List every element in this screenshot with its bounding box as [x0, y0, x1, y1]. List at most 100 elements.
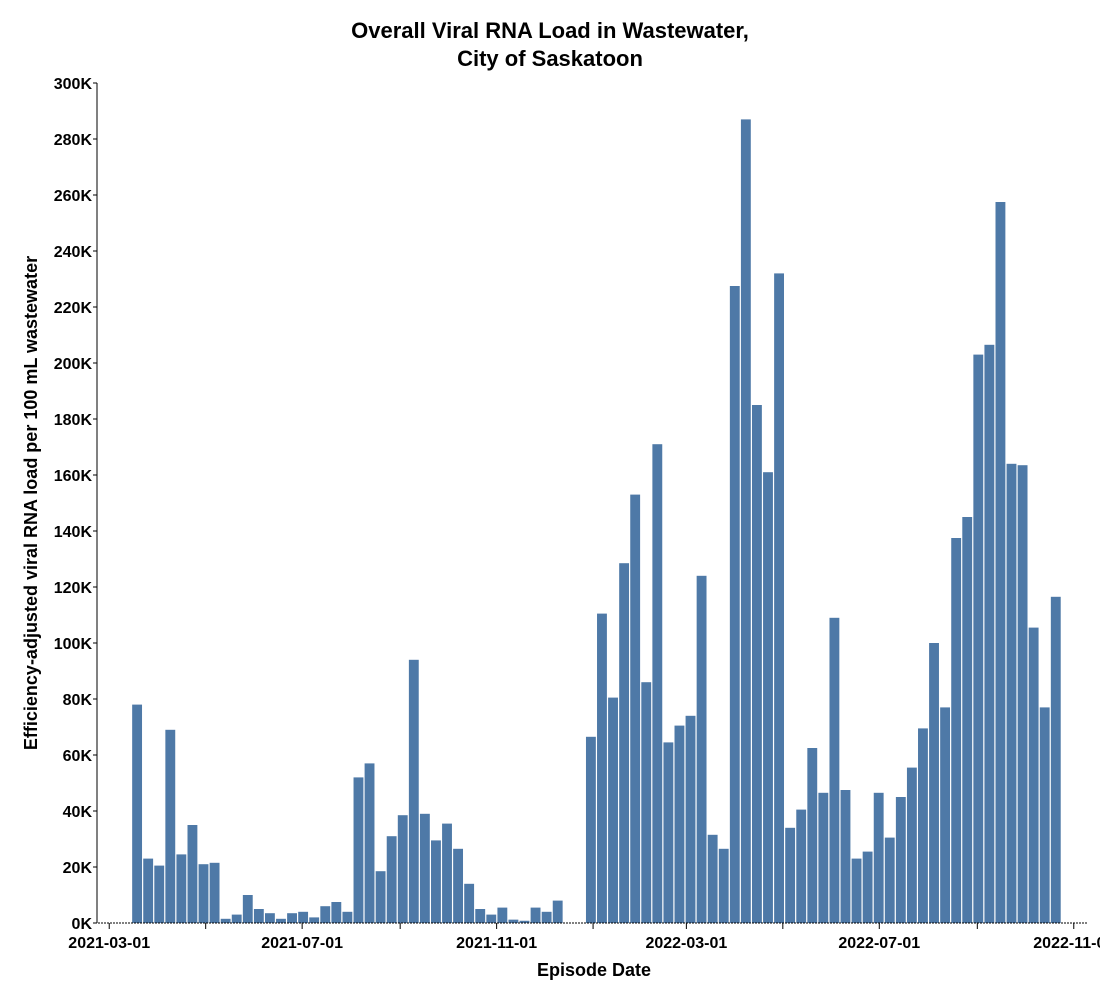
bar: [641, 682, 652, 923]
x-tick-label: 2021-11-01: [456, 935, 537, 952]
bar: [309, 917, 320, 923]
y-tick-label: 300K: [54, 76, 93, 93]
bar: [895, 797, 906, 923]
bar: [331, 902, 342, 923]
bar: [785, 827, 796, 923]
bar: [242, 895, 253, 923]
bar: [1050, 596, 1061, 923]
bar: [154, 865, 165, 923]
bar: [209, 862, 220, 923]
bar: [497, 907, 508, 923]
y-tick-label: 60K: [63, 748, 93, 765]
bar: [165, 729, 176, 923]
bars-group: [132, 119, 1061, 924]
y-tick-label: 40K: [63, 804, 93, 821]
bar: [929, 643, 939, 923]
bar: [508, 919, 519, 923]
y-tick-label: 100K: [54, 636, 93, 653]
bar: [1017, 465, 1028, 923]
bar: [353, 777, 364, 923]
bar: [685, 715, 696, 923]
y-tick-label: 80K: [63, 692, 93, 709]
bar: [597, 613, 607, 923]
bar: [475, 909, 486, 923]
bar: [276, 918, 286, 923]
x-axis-title: Episode Date: [537, 960, 651, 980]
bar: [862, 851, 873, 923]
bar: [264, 913, 275, 923]
y-tick-label: 220K: [54, 300, 93, 317]
bar: [630, 494, 641, 923]
bar: [408, 659, 419, 923]
bar: [663, 742, 674, 923]
bar: [187, 825, 198, 923]
bar: [940, 707, 951, 923]
bar: [652, 444, 663, 923]
x-tick-label: 2022-11-01: [1033, 935, 1100, 952]
bar: [1028, 627, 1039, 923]
bar: [253, 909, 264, 923]
x-tick-label: 2022-03-01: [645, 935, 727, 952]
bar: [851, 858, 862, 923]
x-tick-label: 2022-07-01: [838, 935, 920, 952]
bar: [176, 854, 187, 923]
bar: [619, 563, 630, 923]
bar: [884, 837, 895, 923]
bar: [419, 813, 430, 923]
bar: [763, 472, 773, 923]
bar: [287, 913, 297, 923]
bar: [873, 792, 884, 923]
bar: [1039, 707, 1050, 923]
y-tick-label: 280K: [54, 132, 93, 149]
bar: [132, 704, 143, 923]
y-tick-label: 20K: [63, 860, 93, 877]
bar: [818, 792, 829, 923]
bar: [519, 920, 530, 923]
y-tick-label: 0K: [72, 916, 93, 933]
y-tick-label: 180K: [54, 412, 93, 429]
bar: [962, 517, 973, 923]
bar: [1006, 463, 1017, 923]
bar: [751, 405, 762, 923]
chart-title-line-2: City of Saskatoon: [457, 46, 643, 71]
bar: [696, 575, 707, 923]
bar: [995, 202, 1006, 923]
bar: [464, 883, 475, 923]
bar: [807, 748, 818, 923]
bar: [674, 725, 685, 923]
bar: [984, 344, 995, 923]
bar: [220, 918, 231, 923]
bar: [298, 911, 309, 923]
y-tick-label: 260K: [54, 188, 93, 205]
bar: [486, 914, 497, 923]
y-tick-label: 240K: [54, 244, 93, 261]
bar: [320, 906, 331, 923]
x-tick-label: 2021-07-01: [261, 935, 343, 952]
chart-title-line-1: Overall Viral RNA Load in Wastewater,: [351, 18, 749, 43]
bar: [386, 836, 397, 923]
bar: [740, 119, 751, 923]
bar: [552, 900, 563, 923]
bar: [796, 809, 807, 923]
bar: [906, 767, 917, 923]
bar: [608, 697, 618, 923]
bar: [530, 907, 541, 923]
bar: [840, 790, 851, 923]
bar: [231, 914, 242, 923]
bar: [397, 815, 408, 923]
bar: [453, 848, 464, 923]
y-tick-label: 120K: [54, 580, 93, 597]
x-tick-label: 2021-03-01: [68, 935, 150, 952]
bar: [973, 354, 984, 924]
bar: [774, 273, 784, 923]
bar: [541, 911, 552, 923]
bar: [198, 864, 209, 923]
bar: [918, 728, 928, 923]
y-axis-title: Efficiency-adjusted viral RNA load per 1…: [21, 256, 41, 750]
x-axis: 2021-03-01 2021-07-01 2021-11-01 2022-03-01…: [68, 922, 1100, 952]
bar: [707, 834, 718, 923]
bar: [364, 763, 375, 923]
y-tick-label: 200K: [54, 356, 93, 373]
